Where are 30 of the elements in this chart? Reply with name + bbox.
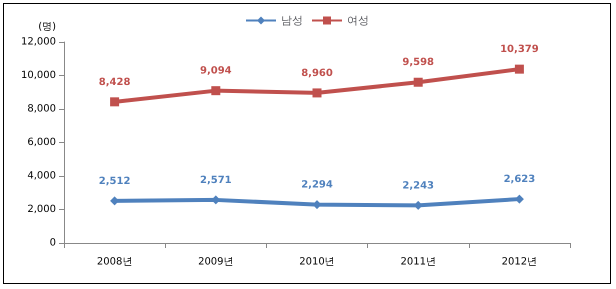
- y-tick-label: 6,000: [27, 137, 56, 148]
- legend-label: 남성: [281, 14, 303, 27]
- y-tick-label: 8,000: [27, 104, 56, 114]
- x-tick-label: 2011년: [400, 256, 436, 268]
- y-tick-label: 12,000: [21, 36, 56, 48]
- x-tick-label: 2010년: [299, 256, 335, 268]
- data-label: 8,960: [301, 68, 333, 79]
- y-axis-title: (명): [38, 22, 56, 32]
- x-tick-label: 2009년: [198, 256, 234, 268]
- data-label: 2,243: [402, 180, 434, 192]
- data-label: 8,428: [98, 76, 130, 88]
- point: [414, 78, 423, 87]
- x-tick-label: 2008년: [96, 256, 132, 268]
- data-label: 2,512: [98, 176, 130, 187]
- point: [110, 97, 120, 106]
- point: [211, 86, 220, 96]
- legend-label: 여성: [347, 14, 369, 27]
- data-label: 2,571: [200, 174, 232, 186]
- data-label: 2,294: [301, 180, 333, 191]
- data-label: 9,598: [402, 57, 434, 68]
- y-tick-label: 2,000: [27, 204, 56, 215]
- point: [514, 64, 524, 74]
- point: [312, 88, 322, 98]
- y-tick-label: 4,000: [27, 170, 56, 182]
- data-label: 10,379: [500, 44, 539, 56]
- data-label: 2,623: [504, 174, 536, 186]
- data-label: 9,094: [200, 66, 232, 77]
- x-tick-label: 2012년: [502, 256, 538, 268]
- y-tick-label: 10,000: [21, 70, 56, 81]
- y-tick-label: 0: [50, 238, 56, 248]
